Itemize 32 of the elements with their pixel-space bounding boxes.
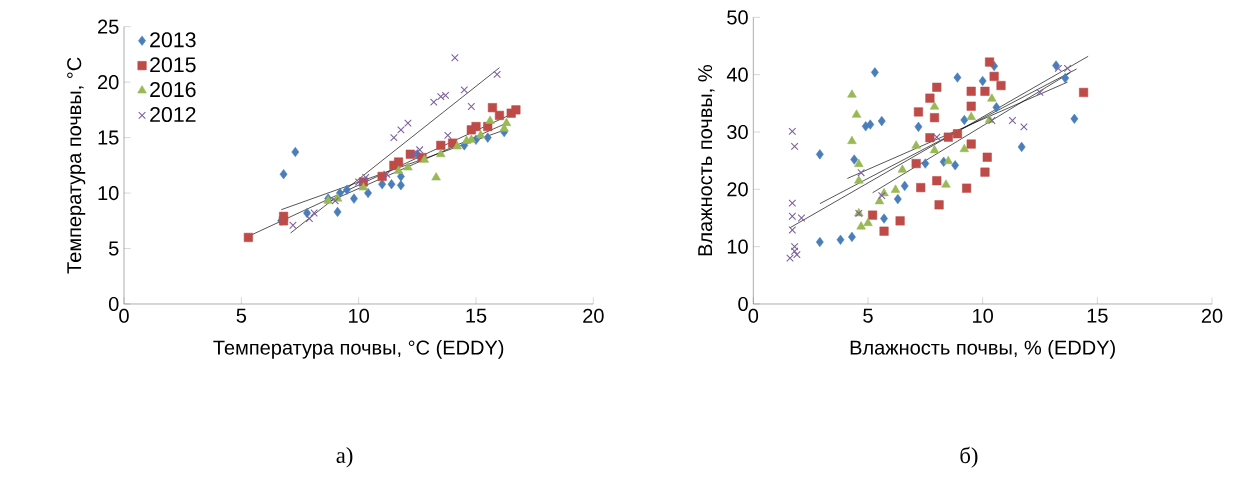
x-tick-label: 15: [1087, 308, 1108, 323]
y-tick-label: 40: [726, 67, 748, 82]
text: а): [336, 447, 353, 468]
y-tick-label: 5: [108, 241, 119, 256]
legend-label: 2012: [150, 107, 196, 123]
y-tick-label: 0: [108, 297, 119, 312]
y-tick-label: 15: [98, 130, 119, 145]
x-tick-label: 10: [973, 308, 993, 324]
x-tick-label: 0: [119, 308, 129, 324]
x-tick-label: 20: [583, 308, 604, 324]
y-tick-label: 30: [727, 125, 748, 140]
y-tick-label: 25: [98, 19, 119, 34]
x-tick-label: 5: [863, 308, 873, 323]
y-tick-label: 10: [727, 239, 748, 254]
y-axis-title: Температура почвы, °C: [67, 57, 86, 274]
y-tick-label: 20: [98, 75, 119, 90]
legend-label: 2015: [150, 57, 196, 73]
x-axis-title: Влажность почвы, % (EDDY): [850, 340, 1115, 359]
x-tick-label: 20: [1201, 308, 1223, 324]
x-tick-label: 0: [748, 308, 759, 324]
y-tick-label: 50: [727, 10, 748, 25]
y-tick-label: 10: [98, 186, 119, 201]
x-tick-label: 15: [466, 308, 487, 323]
text: б): [960, 446, 978, 469]
y-tick-label: 0: [738, 297, 748, 312]
y-tick-label: 20: [727, 182, 748, 197]
x-axis-title: Температура почвы, °C (EDDY): [213, 340, 504, 359]
y-axis-title: Влажность почвы, %: [698, 65, 715, 256]
x-tick-label: 10: [349, 308, 369, 324]
legend-label: 2013: [150, 32, 196, 48]
legend-label: 2016: [150, 82, 196, 98]
x-tick-label: 5: [236, 308, 247, 323]
